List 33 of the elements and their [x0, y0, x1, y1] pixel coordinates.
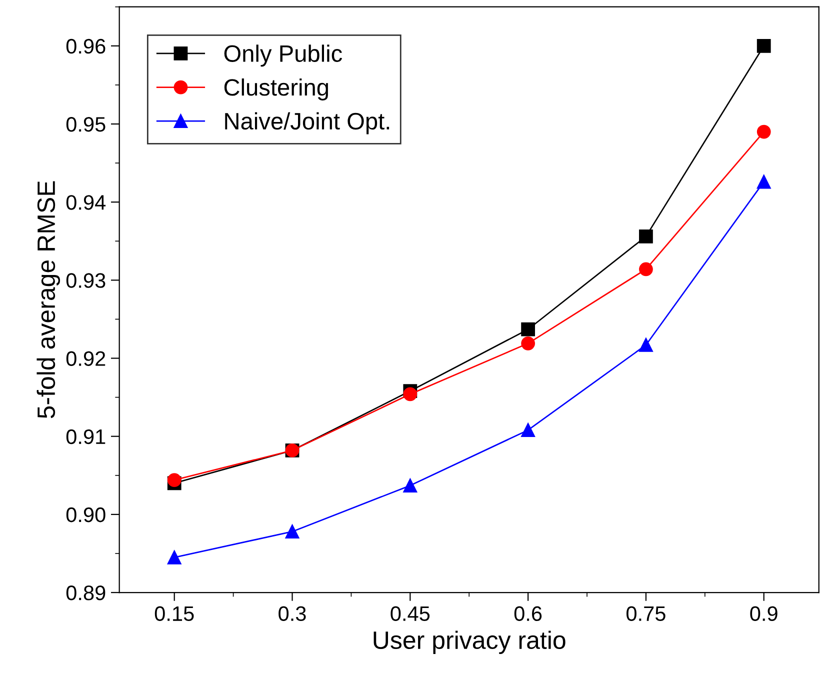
legend-label: Only Public — [224, 44, 342, 67]
x-tick-label: 0.3 — [278, 606, 306, 622]
point — [403, 478, 418, 492]
x-tick-label: 0.15 — [154, 606, 194, 622]
y-tick-label: 0.90 — [66, 507, 106, 522]
point — [521, 423, 536, 438]
y-tick-label: 0.95 — [66, 116, 106, 132]
y-tick-label: 0.91 — [66, 429, 106, 444]
x-tick-label: 0.9 — [750, 606, 778, 622]
point — [167, 473, 182, 488]
y-tick-label: 0.93 — [66, 273, 106, 288]
point — [403, 387, 418, 402]
y-tick-label: 0.89 — [66, 586, 106, 600]
legend-label: Naive/Joint Opt. — [225, 112, 390, 134]
point — [639, 229, 653, 244]
y-tick-label: 0.94 — [66, 195, 106, 210]
y-axis-title: 5-fold average RMSE — [36, 181, 60, 418]
point — [756, 124, 771, 139]
point — [521, 322, 536, 336]
y-tick-label: 0.96 — [66, 38, 106, 54]
point — [285, 524, 300, 539]
x-tick-label: 0.75 — [626, 606, 666, 622]
point — [167, 550, 182, 564]
x-axis-title: User privacy ratio — [374, 630, 566, 654]
x-tick-label: 0.6 — [514, 606, 542, 622]
point — [521, 336, 536, 350]
y-tick-label: 0.92 — [66, 351, 106, 366]
x-tick-label: 0.45 — [390, 606, 430, 622]
point — [639, 262, 653, 276]
point — [756, 174, 771, 189]
point — [756, 38, 771, 53]
legend-label: Clustering — [224, 78, 328, 100]
point — [639, 338, 653, 352]
